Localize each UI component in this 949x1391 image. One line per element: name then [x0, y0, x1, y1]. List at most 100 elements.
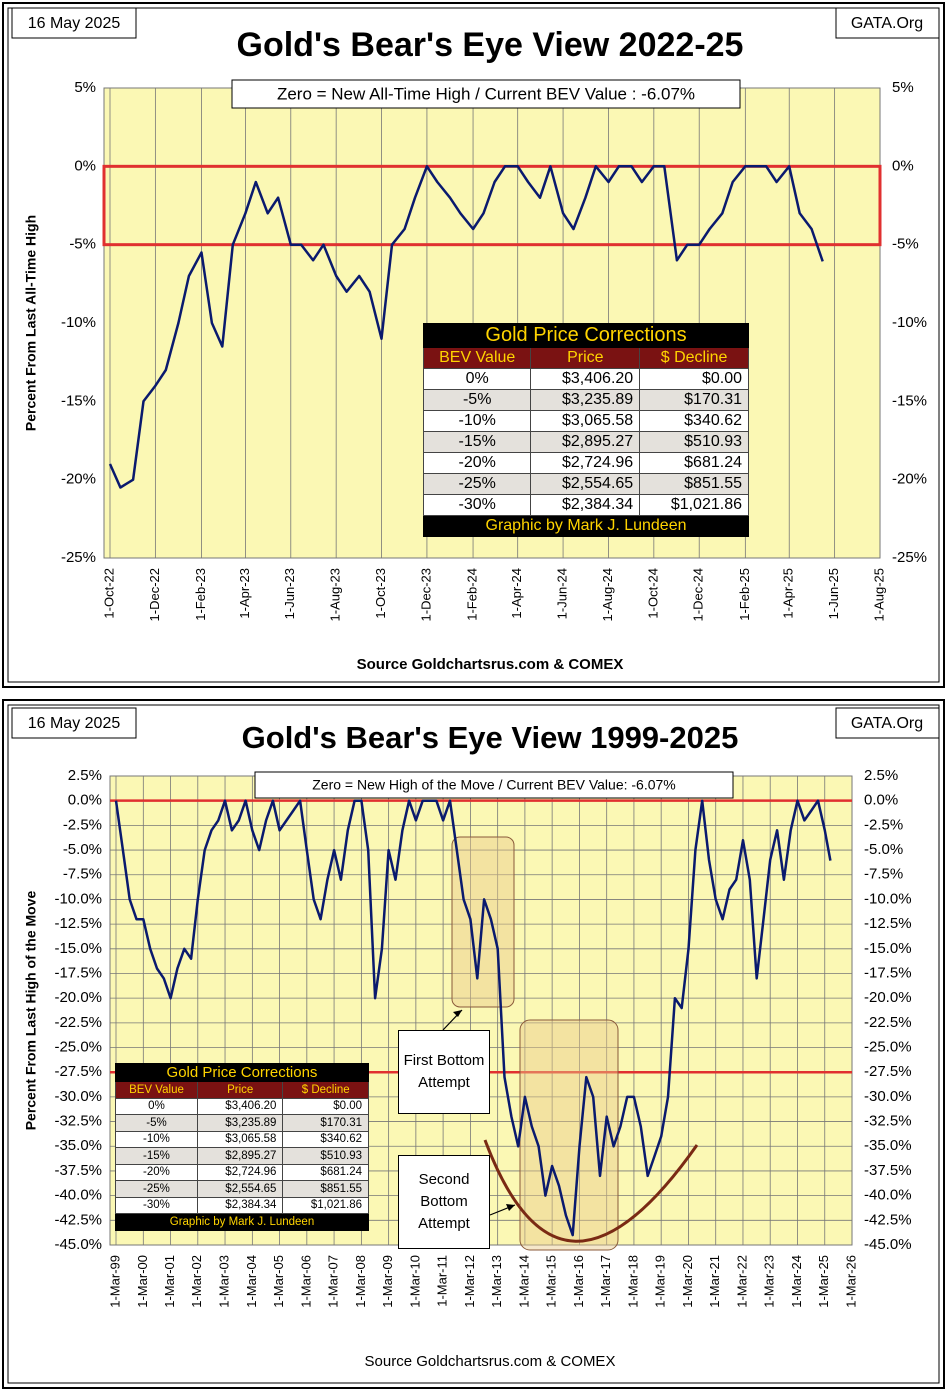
y-tick-label: -15% [61, 392, 96, 409]
table-cell: -30% [115, 1196, 198, 1214]
y-tick-label: -20% [892, 471, 927, 488]
y-tick-label: -37.5% [54, 1162, 102, 1179]
table-cell: $3,065.58 [530, 410, 641, 432]
table-cell: 0% [422, 368, 532, 390]
table-cell: $2,895.27 [196, 1147, 284, 1165]
x-tick-label: 1-Dec-23 [418, 568, 433, 621]
y-tick-label: -2.5% [864, 816, 903, 833]
x-tick-label: 1-Mar-02 [189, 1255, 204, 1308]
y-tick-label: -22.5% [54, 1014, 102, 1031]
table-cell: $2,895.27 [530, 431, 641, 453]
y-tick-label: -10% [892, 314, 927, 331]
annotation: First Bottom Attempt [398, 1030, 490, 1114]
x-tick-label: 1-Mar-23 [762, 1255, 777, 1308]
annotation: Second Bottom Attempt [398, 1155, 490, 1249]
table-cell: $510.93 [282, 1147, 369, 1165]
table-cell: $3,406.20 [530, 368, 641, 390]
x-tick-label: 1-Mar-22 [734, 1255, 749, 1308]
x-tick-label: 1-Feb-23 [193, 568, 208, 621]
y-tick-label: -25.0% [54, 1038, 102, 1055]
table-cell: -10% [115, 1130, 198, 1148]
x-tick-label: 1-Mar-99 [107, 1255, 122, 1308]
table-title: Gold Price Corrections [423, 323, 749, 348]
y-tick-label: -15% [892, 392, 927, 409]
table-cell: -25% [422, 473, 532, 495]
arrow-head [453, 1010, 462, 1017]
table-row: -15% $2,895.27 $510.93 [422, 431, 749, 453]
table-cell: $2,554.65 [196, 1180, 284, 1198]
subtitle: Zero = New All-Time High / Current BEV V… [277, 84, 695, 103]
x-tick-label: 1-Dec-24 [691, 568, 706, 621]
table-cell: $3,235.89 [530, 389, 641, 411]
panel-border [7, 704, 940, 1384]
x-tick-label: 1-Jun-24 [555, 568, 570, 619]
table-cell: -5% [422, 389, 532, 411]
table-cell: -25% [115, 1180, 198, 1198]
table-title-row: Gold Price Corrections [423, 323, 749, 348]
y-axis-label: Percent From Last All-Time High [23, 215, 39, 431]
y-axis-label: Percent From Last High of the Move [23, 890, 39, 1130]
table-cell: -15% [115, 1147, 198, 1165]
x-tick-label: 1-Mar-05 [271, 1255, 286, 1308]
table-row: -25% $2,554.65 $851.55 [115, 1180, 369, 1198]
y-tick-label: -25% [61, 549, 96, 566]
x-tick-label: 1-Mar-09 [380, 1255, 395, 1308]
column-header: Price [196, 1081, 284, 1099]
x-tick-label: 1-Dec-22 [147, 568, 162, 621]
y-tick-label: -45.0% [864, 1236, 912, 1253]
y-tick-label: -35.0% [54, 1137, 102, 1154]
source: Source Goldchartsrus.com & COMEX [357, 656, 624, 673]
y-tick-label: -30.0% [54, 1088, 102, 1105]
x-tick-label: 1-Oct-23 [373, 568, 388, 619]
column-header: BEV Value [422, 347, 532, 369]
x-tick-label: 1-Oct-22 [101, 568, 116, 619]
x-tick-label: 1-Mar-10 [407, 1255, 422, 1308]
y-tick-label: -25% [892, 549, 927, 566]
series-line [114, 799, 832, 1237]
table-footer-row: Graphic by Mark J. Lundeen [423, 515, 749, 537]
x-tick-label: 1-Feb-24 [464, 568, 479, 621]
x-tick-label: 1-Mar-24 [789, 1255, 804, 1308]
table-row: -15% $2,895.27 $510.93 [115, 1147, 369, 1165]
table-cell: $2,384.34 [196, 1196, 284, 1214]
column-header: BEV Value [115, 1081, 198, 1099]
subtitle-box [254, 771, 734, 799]
table-cell: $510.93 [639, 431, 749, 453]
x-tick-label: 1-Mar-25 [816, 1255, 831, 1308]
y-tick-label: -5% [69, 236, 96, 253]
watermark-box [835, 707, 940, 739]
table-cell: $3,065.58 [196, 1130, 284, 1148]
panel-border [2, 699, 945, 1389]
y-tick-label: -10.0% [54, 890, 102, 907]
date-box [11, 7, 137, 39]
subtitle-box [231, 79, 741, 109]
subtitle: Zero = New High of the Move / Current BE… [312, 777, 676, 793]
table-footer: Graphic by Mark J. Lundeen [115, 1213, 369, 1231]
x-tick-label: 1-Jun-25 [826, 568, 841, 619]
y-tick-label: -25.0% [864, 1038, 912, 1055]
y-tick-label: -15.0% [54, 940, 102, 957]
x-tick-label: 1-Apr-24 [509, 568, 524, 619]
y-tick-label: -7.5% [63, 866, 102, 883]
x-tick-label: 1-Mar-01 [162, 1255, 177, 1308]
x-tick-label: 1-Mar-14 [516, 1255, 531, 1308]
x-tick-label: 1-Aug-25 [871, 568, 886, 621]
arrow-head [506, 1204, 515, 1211]
y-tick-label: -20% [61, 471, 96, 488]
column-header: $ Decline [639, 347, 749, 369]
table-row: -10% $3,065.58 $340.62 [422, 410, 749, 432]
table-cell: $2,384.34 [530, 494, 641, 516]
y-tick-label: -2.5% [63, 816, 102, 833]
table-cell: 0% [115, 1097, 198, 1115]
x-tick-label: 1-Mar-11 [435, 1255, 450, 1307]
x-tick-label: 1-Mar-08 [353, 1255, 368, 1308]
x-tick-label: 1-Mar-26 [843, 1255, 858, 1308]
watermark: GATA.Org [851, 15, 923, 32]
y-tick-label: -27.5% [54, 1063, 102, 1080]
table-header-row: BEV Value Price $ Decline [422, 347, 749, 369]
table-cell: $2,724.96 [530, 452, 641, 474]
table-row: 0% $3,406.20 $0.00 [422, 368, 749, 390]
table-cell: $851.55 [282, 1180, 369, 1198]
x-tick-label: 1-Mar-17 [598, 1255, 613, 1308]
